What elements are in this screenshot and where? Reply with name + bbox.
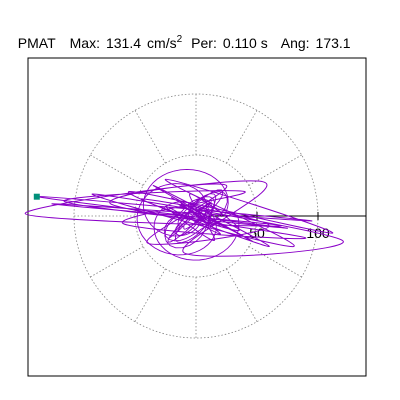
trace-series-0 bbox=[24, 178, 344, 257]
max-value: 131.4 bbox=[105, 35, 142, 51]
chart-header: PMAT Max: 131.4 cm/s2 Per: 0.110 s Ang: 173.1 bbox=[10, 19, 351, 52]
polar-spoke-330 bbox=[248, 246, 302, 278]
trace-outer-loops bbox=[136, 168, 240, 261]
polar-spoke-210 bbox=[90, 246, 144, 278]
polar-spoke-120 bbox=[134, 110, 166, 164]
period-label: Per: bbox=[191, 35, 217, 51]
max-unit-exponent: 2 bbox=[176, 34, 183, 45]
station-name: PMAT bbox=[17, 35, 56, 51]
polar-spoke-240 bbox=[134, 268, 166, 322]
period-value: 0.110 s bbox=[222, 35, 268, 51]
polar-spoke-150 bbox=[90, 154, 144, 186]
angle-value: 173.1 bbox=[315, 35, 351, 51]
max-unit: cm/s bbox=[147, 35, 177, 51]
polar-spoke-300 bbox=[226, 268, 258, 322]
max-amplitude-marker bbox=[33, 193, 40, 200]
plot-frame bbox=[27, 57, 367, 377]
max-label: Max: bbox=[69, 35, 100, 51]
angle-label: Ang: bbox=[280, 35, 310, 51]
polar-spoke-60 bbox=[226, 110, 258, 164]
particle-motion-trace bbox=[24, 168, 344, 261]
